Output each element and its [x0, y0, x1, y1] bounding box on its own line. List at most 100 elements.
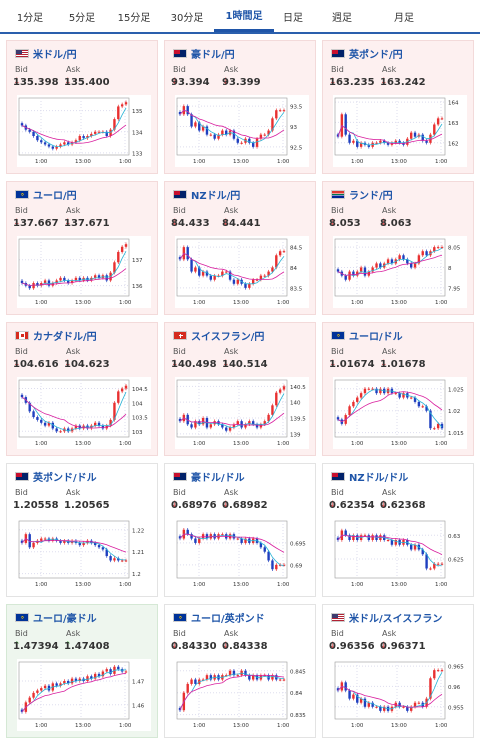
chart-background: [17, 95, 151, 167]
rate-card[interactable]: ユーロ/ドル Bid Ask ↓ 1.01674 ↓ 1.01678 1.025 1.02 1.0…: [322, 322, 474, 456]
pair-title[interactable]: NZドル/ドル: [331, 469, 408, 484]
candlestick-chart[interactable]: 1.47 1.46 1:00 13:00 1:00: [17, 659, 151, 731]
pair-title[interactable]: 豪ドル/ドル: [173, 469, 245, 484]
pair-title[interactable]: 豪ドル/円: [173, 46, 235, 61]
pair-name[interactable]: ユーロ/豪ドル: [33, 614, 97, 625]
pair-name[interactable]: ランド/円: [349, 191, 393, 202]
pair-name[interactable]: 米ドル/円: [33, 50, 77, 61]
x-tick-label: 1:00: [119, 582, 132, 588]
candle-body: [367, 388, 371, 390]
rate-card[interactable]: NZドル/ドル Bid Ask ↓ 0.62354 ↓ 0.62368 0.63 0.625 1:…: [322, 463, 474, 597]
pair-name[interactable]: 豪ドル/円: [191, 50, 235, 61]
candlestick-chart[interactable]: 8.05 8 7.95 1:00 13:00 1:00: [333, 236, 467, 308]
pair-name[interactable]: 英ポンド/円: [349, 50, 403, 61]
pair-title[interactable]: ユーロ/英ポンド: [173, 610, 265, 625]
rate-card[interactable]: 英ポンド/ドル Bid Ask 1.20558 1.20565 1.22 1.21 1.2 1:…: [6, 463, 158, 597]
candle-body: [225, 427, 228, 431]
pair-name[interactable]: 英ポンド/ドル: [33, 473, 97, 484]
candle-body: [124, 385, 128, 389]
chart-background: [17, 518, 151, 590]
rate-card[interactable]: ユーロ/豪ドル Bid Ask ↑ 1.47394 ↑ 1.47408 1.47 1.46 1:0…: [6, 604, 158, 738]
pair-title[interactable]: NZドル/円: [173, 187, 240, 202]
tab-5[interactable]: 1時間足: [214, 0, 274, 32]
tab-1[interactable]: 1分足: [16, 12, 44, 24]
rate-card[interactable]: 米ドル/円 Bid Ask ↓ 135.398 ↓ 135.400 135 134 133 1:00…: [6, 40, 158, 174]
candlestick-chart[interactable]: 84.5 84 83.5 1:00 13:00 1:00: [175, 236, 309, 308]
x-tick-label: 1:00: [351, 723, 364, 729]
candle-body: [417, 702, 421, 704]
pair-name[interactable]: スイスフラン/円: [191, 332, 265, 343]
pair-title[interactable]: ユーロ/豪ドル: [15, 610, 97, 625]
pair-title[interactable]: ランド/円: [331, 187, 393, 202]
candle-body: [344, 530, 347, 536]
ch-flag-icon: [173, 331, 187, 340]
rate-card[interactable]: ユーロ/円 Bid Ask ↓ 137.667 ↓ 137.671 137 136 1:00 13:…: [6, 181, 158, 315]
pair-name[interactable]: 米ドル/スイスフラン: [349, 614, 443, 625]
candle-body: [359, 393, 363, 398]
candlestick-chart[interactable]: 164 163 162 1:00 13:00 1:00: [333, 95, 467, 167]
pair-name[interactable]: ユーロ/英ポンド: [191, 614, 265, 625]
pair-title[interactable]: ユーロ/円: [15, 187, 77, 202]
rate-card[interactable]: 豪ドル/円 Bid Ask ↓ 93.394 ↓ 93.399 93.5 93 92.5 1:00 1…: [164, 40, 316, 174]
candlestick-chart[interactable]: 0.63 0.625 1:00 13:00 1:00: [333, 518, 467, 590]
tab-8[interactable]: 月足: [394, 12, 414, 24]
candlestick-chart[interactable]: 0.695 0.69 1:00 13:00 1:00: [175, 518, 309, 590]
tab-2[interactable]: 5分足: [68, 12, 96, 24]
candle-body: [51, 422, 55, 429]
candle-body: [28, 402, 31, 412]
down-arrow-icon: ↓: [329, 218, 337, 228]
pair-name[interactable]: 豪ドル/ドル: [191, 473, 245, 484]
pair-title[interactable]: 米ドル/スイスフラン: [331, 610, 442, 625]
tab-3[interactable]: 15分足: [117, 12, 151, 24]
candle-body: [282, 564, 286, 566]
down-arrow-icon: ↓: [380, 641, 388, 651]
pair-title[interactable]: ユーロ/ドル: [331, 328, 403, 343]
pair-title[interactable]: 英ポンド/ドル: [15, 469, 97, 484]
x-tick-label: 1:00: [351, 300, 364, 306]
candle-body: [352, 694, 355, 699]
rate-card[interactable]: ランド/円 Bid Ask ↓ 8.053 ↓ 8.063 8.05 8 7.95 1:00 13:0…: [322, 181, 474, 315]
chart-frame: [334, 97, 446, 156]
chart-frame: [176, 520, 288, 579]
pair-name[interactable]: ユーロ/ドル: [349, 332, 403, 343]
x-tick-label: 1:00: [277, 159, 290, 165]
candle-body: [348, 271, 351, 280]
candlestick-chart[interactable]: 93.5 93 92.5 1:00 13:00 1:00: [175, 95, 309, 167]
x-tick-label: 1:00: [435, 159, 448, 165]
candlestick-chart[interactable]: 137 136 1:00 13:00 1:00: [17, 236, 151, 308]
tab-7[interactable]: 週足: [332, 12, 352, 24]
rate-card[interactable]: 豪ドル/ドル Bid Ask ↓ 0.68976 ↓ 0.68982 0.695 0.69 1:0…: [164, 463, 316, 597]
pair-title[interactable]: カナダドル/円: [15, 328, 97, 343]
pair-name[interactable]: NZドル/円: [191, 191, 241, 202]
rate-card[interactable]: スイスフラン/円 Bid Ask ↓ 140.498 ↓ 140.514 140.5 140 13…: [164, 322, 316, 456]
candle-body: [90, 133, 93, 136]
candle-body: [109, 669, 112, 674]
candle-body: [367, 144, 371, 147]
pair-name[interactable]: NZドル/ドル: [349, 473, 409, 484]
pair-title[interactable]: スイスフラン/円: [173, 328, 264, 343]
tab-4[interactable]: 30分足: [170, 12, 204, 24]
rate-card[interactable]: 米ドル/スイスフラン Bid Ask ↓ 0.96356 ↓ 0.96371 0.965 0.9…: [322, 604, 474, 738]
rate-card[interactable]: NZドル/円 Bid Ask ↓ 84.433 ↓ 84.441 84.5 84 83.5 1:00…: [164, 181, 316, 315]
pair-name[interactable]: ユーロ/円: [33, 191, 77, 202]
pair-title[interactable]: 英ポンド/円: [331, 46, 403, 61]
pair-name[interactable]: カナダドル/円: [33, 332, 97, 343]
tab-6[interactable]: 日足: [283, 12, 303, 24]
candle-body: [232, 670, 236, 676]
candlestick-chart[interactable]: 1.221.211.21:00 13:00 1:00: [17, 518, 151, 590]
short-moving-average-line: [337, 247, 443, 277]
rate-card[interactable]: 英ポンド/円 Bid Ask ↓ 163.235 ↓ 163.242 164 163 162 1:0…: [322, 40, 474, 174]
candlestick-chart[interactable]: 0.965 0.96 0.955 1:00 13:00 1:00: [333, 659, 467, 731]
rate-card[interactable]: ユーロ/英ポンド Bid Ask ↓ 0.84330 ↓ 0.84338 0.845 0.84 0…: [164, 604, 316, 738]
candle-body: [43, 685, 47, 689]
chart-frame: [176, 97, 288, 156]
candle-body: [440, 563, 444, 565]
bid-label: Bid: [331, 347, 344, 356]
rate-card[interactable]: カナダドル/円 Bid Ask ↓ 104.616 ↓ 104.623 104.5 104 103…: [6, 322, 158, 456]
pair-title[interactable]: 米ドル/円: [15, 46, 77, 61]
